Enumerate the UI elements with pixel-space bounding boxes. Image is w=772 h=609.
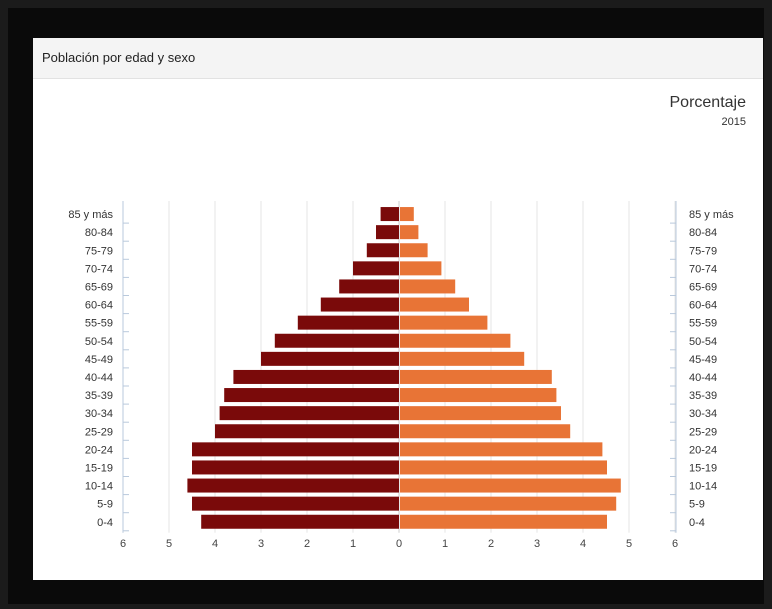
bar-left <box>339 279 399 294</box>
x-tick-label: 3 <box>534 538 540 550</box>
x-tick-label: 2 <box>304 538 310 550</box>
chart-panel: Población por edad y sexo Porcentaje 201… <box>33 38 763 580</box>
age-label: 5-9 <box>97 499 113 511</box>
bar-right <box>400 369 552 384</box>
age-label: 15-19 <box>85 462 113 474</box>
bar-right <box>400 225 419 240</box>
bar-right <box>400 261 442 276</box>
bar-left <box>380 207 399 222</box>
x-tick-label: 2 <box>488 538 494 550</box>
panel-title: Población por edad y sexo <box>42 50 196 65</box>
age-label: 85 y más <box>68 209 113 221</box>
bar-left <box>353 261 399 276</box>
age-label: 30-34 <box>85 408 113 420</box>
bar-left <box>215 424 399 439</box>
bar-left <box>366 243 399 258</box>
bar-left <box>192 442 399 457</box>
bar-right <box>400 351 525 366</box>
age-label: 35-39 <box>85 390 113 402</box>
age-label: 0-4 <box>97 517 113 529</box>
bar-left <box>192 496 399 511</box>
bar-right <box>400 243 428 258</box>
age-label: 60-64 <box>85 300 113 312</box>
bar-right <box>400 424 571 439</box>
x-tick-label: 5 <box>166 538 172 550</box>
bar-left <box>233 369 399 384</box>
x-tick-label: 1 <box>350 538 356 550</box>
bar-left <box>187 478 399 493</box>
age-label: 80-84 <box>85 227 113 239</box>
age-label: 75-79 <box>85 245 113 257</box>
age-label: 45-49 <box>85 354 113 366</box>
age-label: 20-24 <box>85 444 113 456</box>
age-label: 70-74 <box>85 263 113 275</box>
age-label: 45-49 <box>689 354 717 366</box>
bar-right <box>400 514 607 529</box>
age-label: 30-34 <box>689 408 717 420</box>
age-label: 25-29 <box>85 426 113 438</box>
x-tick-label: 5 <box>626 538 632 550</box>
age-label: 80-84 <box>689 227 717 239</box>
left-age-axis: 85 y más 80-84 75-79 70-74 65-69 60-64 55-59 50… <box>68 201 129 533</box>
age-label: 65-69 <box>689 281 717 293</box>
x-tick-label: 1 <box>442 538 448 550</box>
age-label: 55-59 <box>85 318 113 330</box>
age-label: 35-39 <box>689 390 717 402</box>
age-label: 70-74 <box>689 263 717 275</box>
bars <box>187 207 621 529</box>
age-label: 65-69 <box>85 281 113 293</box>
panel-header: Población por edad y sexo <box>33 38 763 79</box>
age-label: 25-29 <box>689 426 717 438</box>
population-pyramid-chart: 85 y más80-8475-7970-7465-6960-6455-5950… <box>68 201 734 550</box>
age-label: 10-14 <box>85 481 113 493</box>
age-label: 15-19 <box>689 462 717 474</box>
bar-left <box>219 406 399 421</box>
age-label: 85 y más <box>689 209 734 221</box>
bar-right <box>400 442 603 457</box>
unit-label: Porcentaje <box>669 94 747 111</box>
age-label: 10-14 <box>689 481 717 493</box>
bar-left <box>320 297 399 312</box>
age-label: 50-54 <box>85 336 113 348</box>
bar-left <box>261 351 399 366</box>
bar-left <box>192 460 399 475</box>
x-tick-label: 6 <box>120 538 126 550</box>
x-tick-labels: 6 5 4 3 2 1 0 1 2 3 4 5 6 <box>120 538 678 550</box>
x-tick-label: 3 <box>258 538 264 550</box>
x-tick-label: 4 <box>212 538 218 550</box>
bar-right <box>400 406 561 421</box>
age-label: 75-79 <box>689 245 717 257</box>
bar-right <box>400 388 557 403</box>
bar-left <box>297 315 399 330</box>
bar-right <box>400 279 456 294</box>
bar-right <box>400 333 511 348</box>
x-tick-label: 0 <box>396 538 402 550</box>
age-label: 40-44 <box>85 372 113 384</box>
x-tick-label: 4 <box>580 538 586 550</box>
bar-right <box>400 297 469 312</box>
age-label: 0-4 <box>689 517 705 529</box>
age-label: 55-59 <box>689 318 717 330</box>
bar-right <box>400 478 621 493</box>
bar-left <box>376 225 399 240</box>
age-label: 50-54 <box>689 336 717 348</box>
bar-left <box>274 333 399 348</box>
bar-right <box>400 207 414 222</box>
age-label: 40-44 <box>689 372 717 384</box>
bar-right <box>400 460 607 475</box>
age-label: 60-64 <box>689 300 717 312</box>
bar-left <box>201 514 399 529</box>
bar-right <box>400 496 617 511</box>
right-age-axis: 85 y más 80-84 75-79 70-74 65-69 60-64 55-59 50… <box>670 201 734 533</box>
year-label: 2015 <box>721 116 746 128</box>
age-label: 5-9 <box>689 499 705 511</box>
bar-left <box>224 388 399 403</box>
x-tick-label: 6 <box>672 538 678 550</box>
bar-right <box>400 315 488 330</box>
age-label: 20-24 <box>689 444 717 456</box>
